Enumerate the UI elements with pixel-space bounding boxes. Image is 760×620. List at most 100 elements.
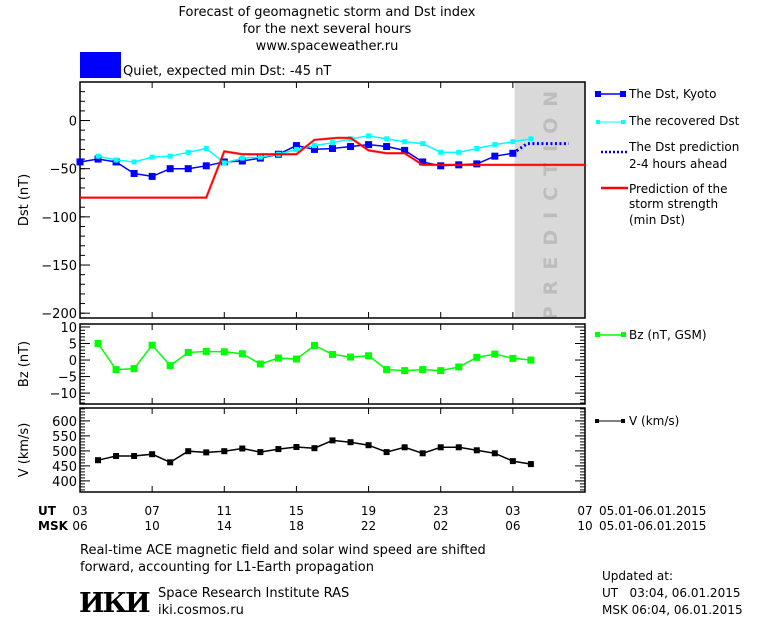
msk-tick-label: 06 (505, 519, 520, 533)
data-point (166, 165, 174, 173)
msk-tick-label: 18 (289, 519, 304, 533)
y-tick-label: 600 (52, 415, 77, 430)
data-point (202, 162, 210, 170)
data-point (310, 341, 318, 349)
status-text: Quiet, expected min Dst: -45 nT (123, 64, 331, 79)
msk-tick-label: 22 (361, 519, 376, 533)
data-point (311, 143, 317, 149)
data-point (112, 366, 120, 374)
data-point (456, 149, 462, 155)
data-point (293, 444, 300, 450)
y-tick-label: 550 (52, 430, 77, 445)
data-point (491, 350, 499, 358)
updated-ut: UT 03:04, 06.01.2015 (602, 586, 740, 600)
data-point (401, 444, 408, 451)
legend-storm-strength-line2: storm strength (629, 197, 718, 211)
legend-v-marker (621, 419, 625, 423)
data-point (293, 146, 299, 152)
legend-dst-prediction-line2: 2-4 hours ahead (629, 157, 727, 171)
panel-frame (79, 323, 586, 405)
data-point (527, 461, 534, 468)
data-point (329, 144, 336, 152)
chart-title-line1: Forecast of geomagnetic storm and Dst in… (178, 5, 475, 20)
data-point (419, 450, 426, 457)
prediction-region (514, 82, 585, 318)
y-tick-label: −10 (50, 387, 77, 402)
legend-recovered-marker (596, 120, 600, 124)
y-tick-label: 5 (69, 338, 77, 353)
y-tick-label: 450 (52, 460, 77, 475)
data-point (401, 367, 409, 375)
updated-msk: MSK 06:04, 06.01.2015 (602, 603, 743, 617)
msk-date-range: 05.01-06.01.2015 (599, 519, 706, 533)
data-point (510, 139, 516, 145)
data-point (149, 154, 155, 160)
series-line (512, 142, 569, 155)
data-point (491, 450, 498, 457)
data-point (202, 347, 210, 355)
data-point (455, 444, 462, 451)
data-point (310, 145, 318, 153)
data-point (491, 152, 499, 160)
ut-label: UT (38, 504, 57, 518)
data-point (185, 149, 191, 155)
legend-bz: Bz (nT, GSM) (629, 328, 707, 342)
data-point (148, 172, 156, 180)
data-point (131, 159, 137, 165)
data-point (292, 355, 300, 363)
chart-title-line2: for the next several hours (243, 22, 412, 37)
v-axis-label: V (km/s) (17, 423, 32, 478)
data-point (257, 154, 263, 160)
series-line (80, 136, 585, 199)
msk-tick-label: 06 (72, 519, 87, 533)
legend: The Dst, Kyoto The recovered Dst The Dst… (595, 87, 740, 428)
bz-axis-label: Bz (nT) (17, 341, 32, 387)
institute-name: Space Research Institute RAS (158, 586, 349, 601)
data-point (365, 141, 373, 149)
data-point (528, 136, 534, 142)
footnote-line2: forward, accounting for L1-Earth propaga… (80, 560, 374, 575)
legend-dst-kyoto-marker (620, 91, 626, 97)
data-point (527, 356, 535, 364)
data-point (239, 445, 246, 452)
updated-label: Updated at: (602, 569, 673, 583)
iki-logo: ИКИ (79, 588, 150, 619)
data-point (220, 348, 228, 356)
data-point (76, 158, 84, 166)
series-line (97, 439, 532, 465)
data-point (95, 457, 102, 464)
data-point (94, 155, 102, 163)
data-point (383, 449, 390, 456)
data-point (384, 136, 390, 142)
legend-recovered-dst: The recovered Dst (628, 114, 740, 128)
ut-tick-label: 07 (577, 504, 592, 518)
legend-dst-kyoto-marker (595, 91, 601, 97)
data-point (275, 446, 282, 453)
legend-storm-strength-line3: (min Dst) (629, 213, 685, 227)
ut-tick-label: 15 (289, 504, 304, 518)
ut-tick-label: 19 (361, 504, 376, 518)
legend-recovered-marker (621, 120, 625, 124)
data-point (474, 145, 480, 151)
data-point (113, 157, 119, 163)
y-tick-label: 500 (52, 445, 77, 460)
y-tick-label: −200 (41, 307, 77, 322)
data-point (347, 439, 354, 446)
data-point (130, 365, 138, 373)
legend-storm-strength: Prediction of the (629, 182, 728, 196)
legend-v: V (km/s) (629, 414, 679, 428)
data-point (203, 145, 209, 151)
data-point (420, 141, 426, 147)
data-point (383, 143, 391, 151)
institute-website[interactable]: iki.cosmos.ru (158, 603, 244, 618)
y-tick-label: 400 (52, 475, 77, 490)
data-point (131, 453, 138, 459)
msk-label: MSK (38, 519, 69, 533)
data-point (402, 139, 408, 145)
ut-tick-label: 03 (505, 504, 520, 518)
data-point (256, 360, 264, 368)
data-point (419, 158, 427, 166)
data-point (238, 350, 246, 358)
